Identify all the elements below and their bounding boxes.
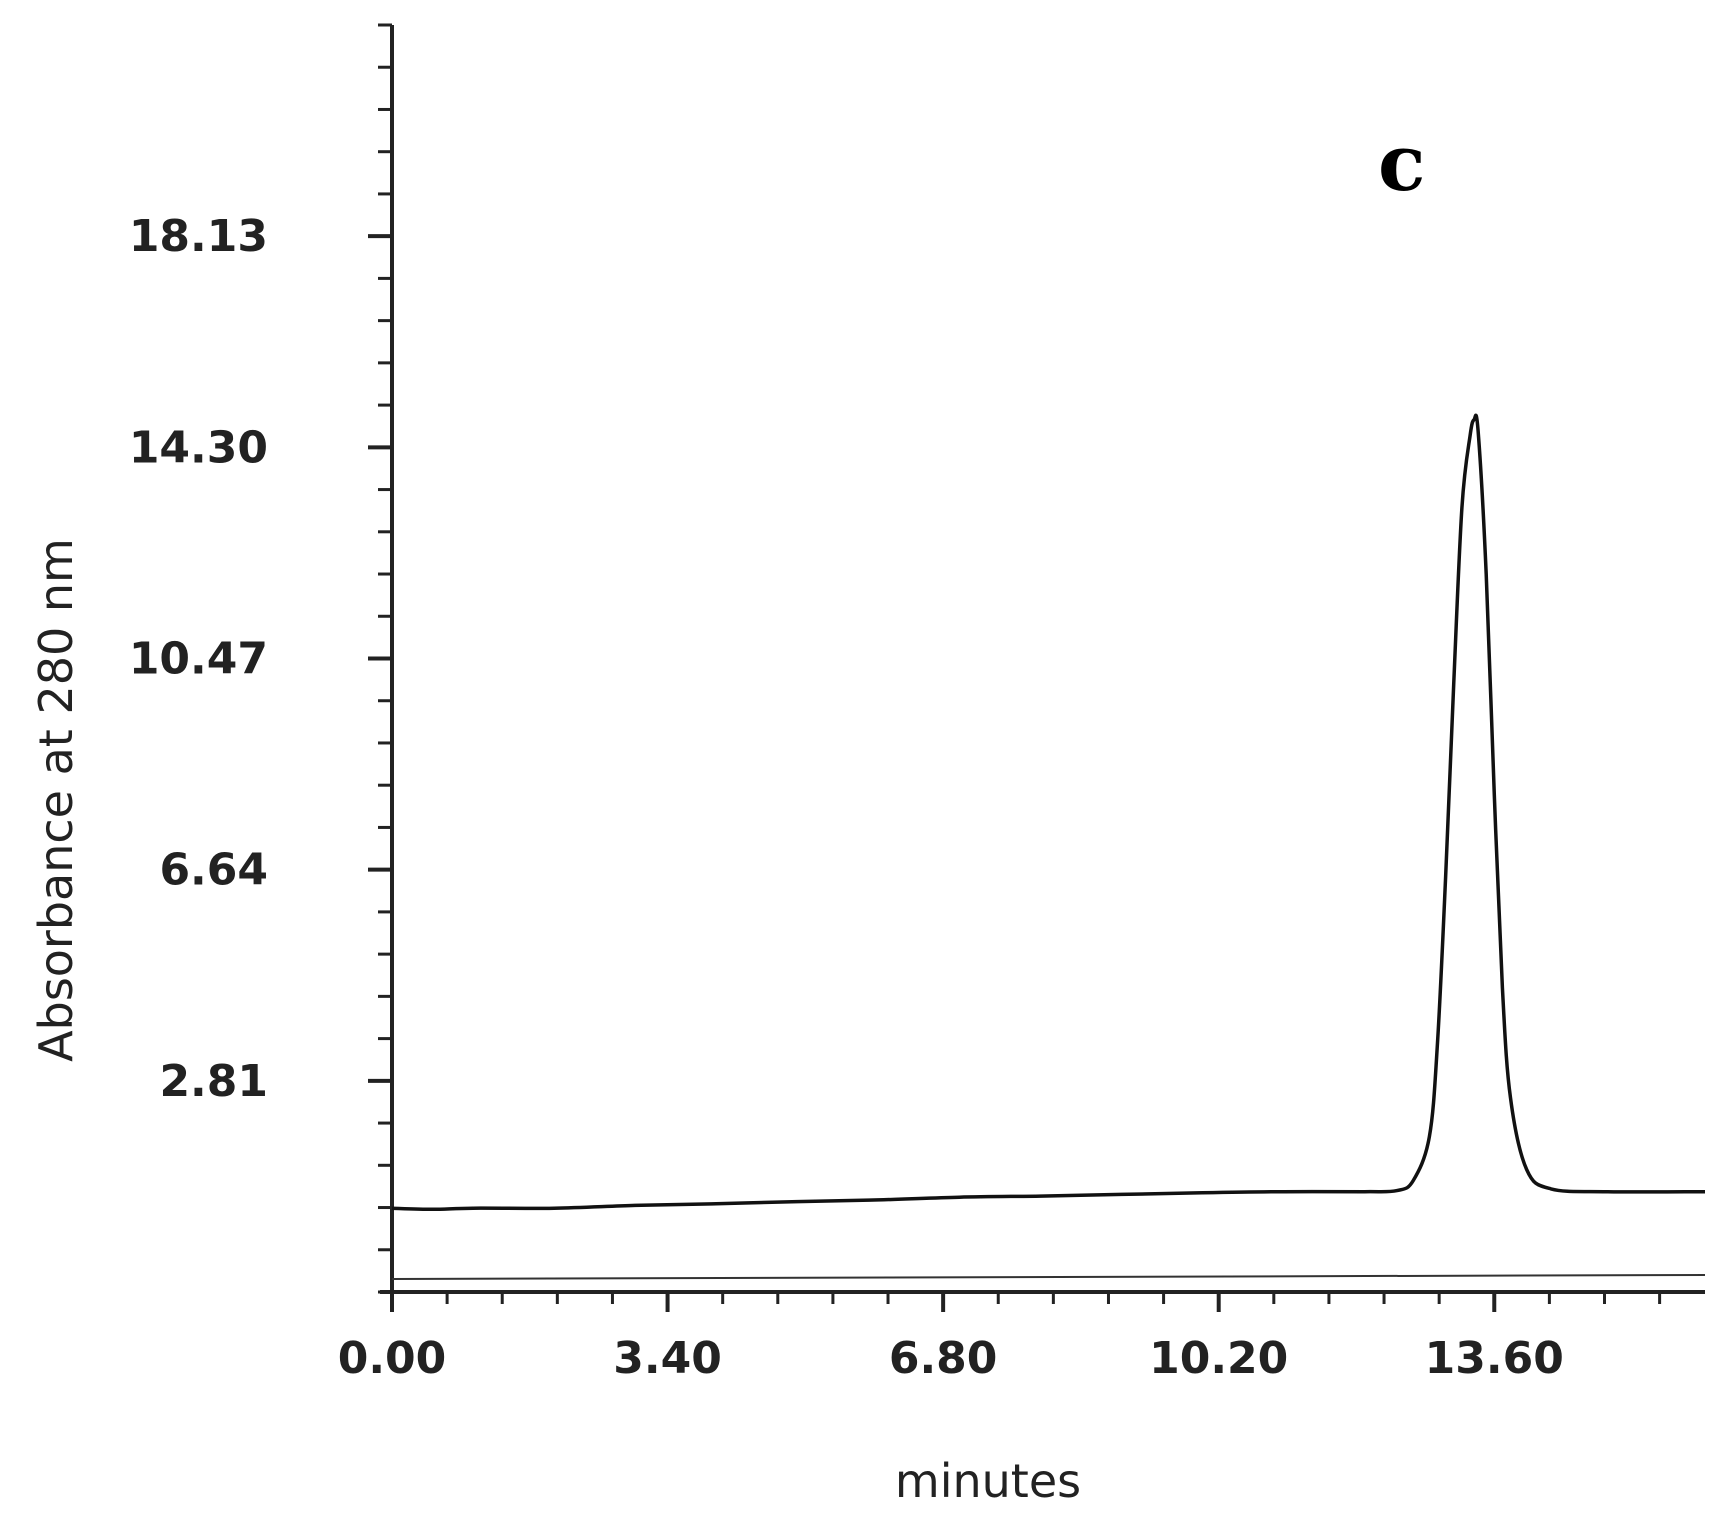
x-tick-label: 6.80 <box>889 1333 998 1384</box>
y-tick-label: 14.30 <box>129 422 268 473</box>
y-tick-label: 10.47 <box>129 634 268 685</box>
panel-label: c <box>1378 118 1426 209</box>
y-tick-label: 6.64 <box>159 845 268 896</box>
x-tick-label: 3.40 <box>613 1333 722 1384</box>
x-axis-title: minutes <box>895 1454 1081 1508</box>
series-line <box>391 413 1706 1212</box>
y-axis-title: Absorbance at 280 nm <box>29 538 83 1062</box>
x-major-ticks: 0.00 3.40 6.80 10.20 13.60 <box>338 1292 1564 1384</box>
x-tick-label: 13.60 <box>1425 1333 1564 1384</box>
x-tick-label: 0.00 <box>338 1333 447 1384</box>
lower-baseline-line <box>391 1274 1706 1280</box>
y-tick-label: 18.13 <box>129 211 268 262</box>
y-major-ticks: 2.81 6.64 10.47 14.30 18.13 <box>129 211 392 1107</box>
x-tick-label: 10.20 <box>1149 1333 1288 1384</box>
y-tick-label: 2.81 <box>159 1056 268 1107</box>
